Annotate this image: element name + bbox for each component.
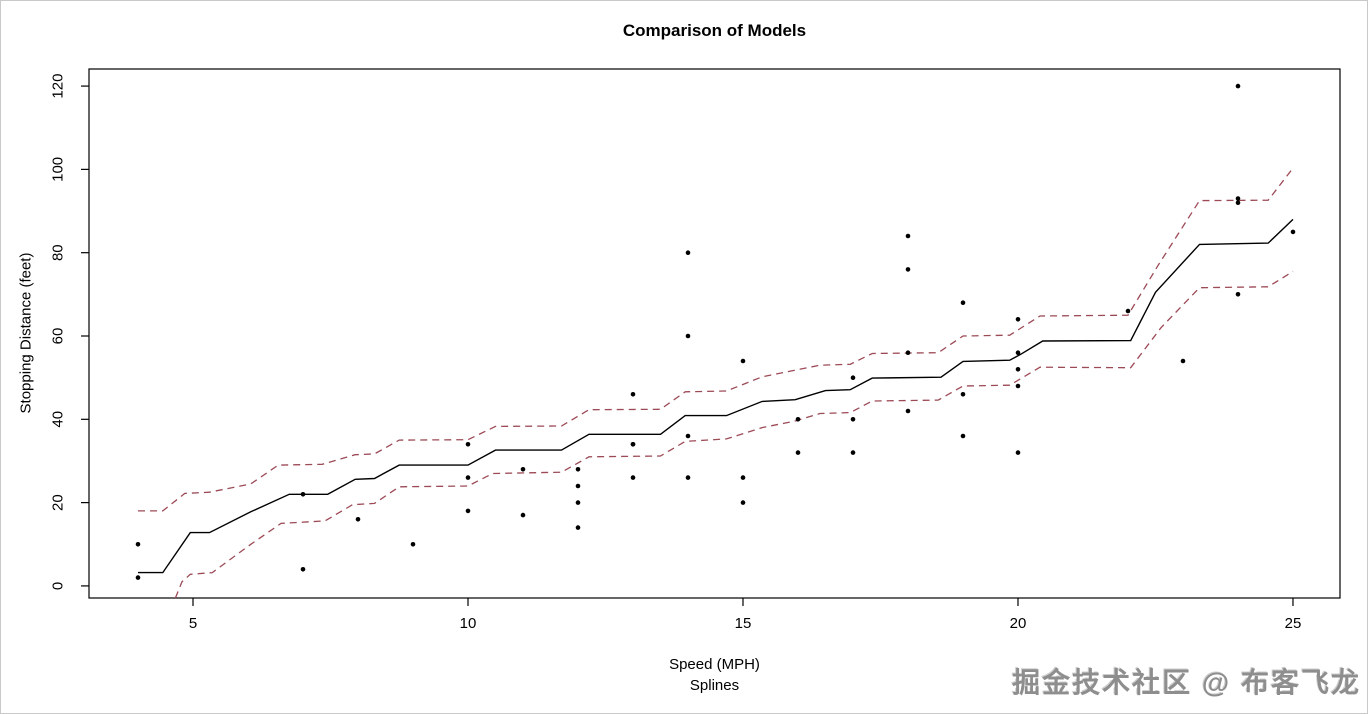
data-point bbox=[1015, 383, 1021, 389]
data-point bbox=[135, 575, 141, 580]
data-point bbox=[135, 542, 141, 547]
x-tick-label: 10 bbox=[460, 615, 477, 632]
x-axis-label: Speed (MPH) bbox=[669, 656, 760, 673]
data-point bbox=[1015, 317, 1021, 322]
y-tick-label: 40 bbox=[50, 411, 67, 428]
data-point bbox=[1180, 358, 1186, 364]
data-point bbox=[685, 475, 691, 480]
data-point bbox=[905, 350, 911, 356]
data-point bbox=[630, 475, 636, 480]
y-tick-label: 60 bbox=[50, 328, 67, 345]
spline-fit-line bbox=[138, 218, 1294, 574]
data-point bbox=[630, 392, 636, 397]
data-point bbox=[520, 512, 526, 518]
data-point bbox=[465, 508, 471, 514]
data-point bbox=[575, 500, 581, 505]
data-point bbox=[1125, 308, 1131, 314]
data-point bbox=[1290, 229, 1296, 235]
data-point bbox=[960, 300, 966, 306]
y-tick-label: 80 bbox=[50, 244, 67, 261]
data-point bbox=[1235, 196, 1241, 201]
data-point bbox=[465, 475, 471, 480]
data-point bbox=[685, 250, 691, 255]
x-tick-label: 15 bbox=[735, 615, 752, 632]
data-point bbox=[960, 433, 966, 439]
data-point bbox=[850, 450, 856, 455]
x-tick-label: 5 bbox=[189, 615, 197, 632]
x-axis-sublabel: Splines bbox=[689, 677, 740, 694]
data-point bbox=[575, 525, 581, 530]
plot-frame bbox=[88, 68, 1341, 599]
data-point bbox=[740, 500, 746, 505]
data-point bbox=[300, 492, 306, 497]
data-point bbox=[1235, 200, 1241, 205]
y-tick-label: 120 bbox=[50, 74, 67, 99]
data-point bbox=[355, 517, 361, 522]
x-tick-label: 25 bbox=[1285, 615, 1302, 632]
data-point bbox=[740, 475, 746, 480]
data-point bbox=[740, 358, 746, 364]
data-point bbox=[795, 450, 801, 455]
data-point bbox=[905, 267, 911, 272]
data-point bbox=[905, 408, 911, 414]
data-point bbox=[300, 567, 306, 572]
data-point bbox=[795, 417, 801, 422]
data-point bbox=[465, 442, 471, 447]
data-point bbox=[1015, 450, 1021, 455]
data-point bbox=[685, 333, 691, 339]
data-point bbox=[520, 467, 526, 472]
data-point bbox=[1015, 350, 1021, 356]
data-point bbox=[850, 417, 856, 422]
data-point bbox=[1235, 292, 1241, 297]
data-point bbox=[575, 467, 581, 472]
data-point bbox=[685, 433, 691, 439]
data-point bbox=[850, 375, 856, 381]
y-tick-label: 0 bbox=[50, 582, 67, 590]
x-tick-label: 20 bbox=[1010, 615, 1027, 632]
lower-confidence-band-line bbox=[174, 270, 1294, 599]
data-point bbox=[630, 442, 636, 447]
y-tick-label: 100 bbox=[50, 157, 67, 182]
upper-confidence-band-line bbox=[138, 167, 1294, 512]
data-point bbox=[410, 542, 416, 547]
data-point bbox=[960, 392, 966, 397]
data-point bbox=[905, 233, 911, 239]
data-point bbox=[1235, 83, 1241, 89]
chart-title: Comparison of Models bbox=[622, 21, 807, 40]
y-axis-label: Stopping Distance (feet) bbox=[17, 252, 35, 414]
data-point bbox=[575, 483, 581, 489]
data-point bbox=[1015, 367, 1021, 372]
watermark-text: 掘金技术社区 @ 布客飞龙 bbox=[1012, 667, 1361, 698]
y-tick-label: 20 bbox=[50, 494, 67, 511]
